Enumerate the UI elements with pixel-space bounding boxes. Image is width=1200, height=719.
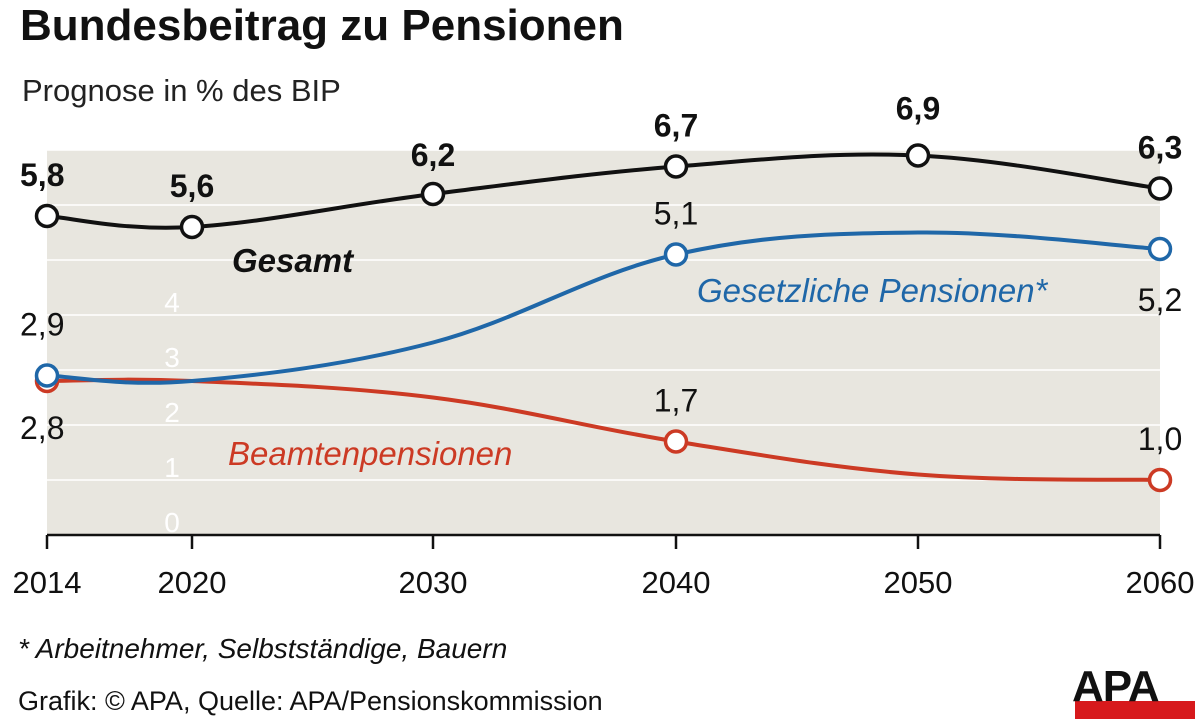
y-tick-2: 2: [164, 397, 180, 428]
x-tick-2050: 2050: [884, 565, 953, 600]
point-gesetzliche-2040: [663, 242, 689, 267]
label-gesetzliche-2014: 2,9: [20, 307, 64, 343]
label-gesamt-2030: 6,2: [411, 137, 455, 173]
x-tick-2040: 2040: [642, 565, 711, 600]
y-tick-0: 0: [164, 507, 180, 538]
gridlines: [47, 149, 1160, 481]
label-gesamt-2060: 6,3: [1138, 130, 1182, 166]
chart-subtitle: Prognose in % des BIP: [22, 73, 341, 108]
plot-area: [47, 150, 1160, 535]
label-gesamt-2020: 5,6: [170, 168, 214, 204]
x-tick-2020: 2020: [158, 565, 227, 600]
label-gesetzliche-2040: 5,1: [654, 196, 698, 232]
apa-logo-bar: [1075, 701, 1195, 719]
point-gesamt-2020: [179, 214, 205, 240]
label-gesamt-2014: 5,8: [20, 157, 64, 193]
x-tick-2060: 2060: [1126, 565, 1195, 600]
point-gesamt-2040: [663, 154, 689, 179]
label-gesamt-2050: 6,9: [896, 91, 940, 127]
point-gesamt-2050: [905, 143, 931, 168]
series-label-gesetzliche: Gesetzliche Pensionen*: [697, 272, 1049, 309]
y-tick-4: 4: [164, 287, 180, 318]
series-label-beamten: Beamtenpensionen: [228, 435, 512, 472]
footnote: * Arbeitnehmer, Selbstständige, Bauern: [18, 633, 507, 664]
chart-title: Bundesbeitrag zu Pensionen: [20, 1, 624, 50]
source-note: Grafik: © APA, Quelle: APA/Pensionskommi…: [18, 686, 603, 716]
label-gesamt-2040: 6,7: [654, 108, 698, 144]
apa-logo: APA: [1072, 662, 1195, 719]
point-gesamt-2060: [1147, 176, 1173, 201]
point-beamten-2060: [1147, 467, 1173, 493]
series-line-gesetzliche: [46, 230, 1161, 385]
label-beamten-2014: 2,8: [20, 410, 64, 446]
data-points: [34, 143, 1173, 493]
point-gesamt-2014: [34, 203, 60, 229]
y-tick-1: 1: [164, 452, 180, 483]
point-beamten-2040: [663, 429, 689, 454]
data-labels: 2,8 1,7 1,0 2,9 5,1 5,2 5,8 5,6 6,2 6,7 6,9 6,3: [20, 91, 1182, 458]
x-axis: 2014 2020 2030 2040 2050 2060: [13, 533, 1195, 600]
point-gesetzliche-2060: [1147, 236, 1173, 262]
label-gesetzliche-2060: 5,2: [1138, 282, 1182, 318]
label-beamten-2060: 1,0: [1138, 421, 1182, 457]
point-gesamt-2030: [420, 181, 446, 207]
y-tick-3: 3: [164, 342, 180, 373]
series-label-gesamt: Gesamt: [232, 242, 355, 279]
y-tick-labels: 0 1 2 3 4: [164, 287, 180, 538]
label-beamten-2040: 1,7: [654, 383, 698, 419]
x-tick-2014: 2014: [13, 565, 82, 600]
x-tick-2030: 2030: [399, 565, 468, 600]
apa-logo-text: APA: [1072, 662, 1159, 711]
point-gesetzliche-2014: [34, 363, 60, 388]
